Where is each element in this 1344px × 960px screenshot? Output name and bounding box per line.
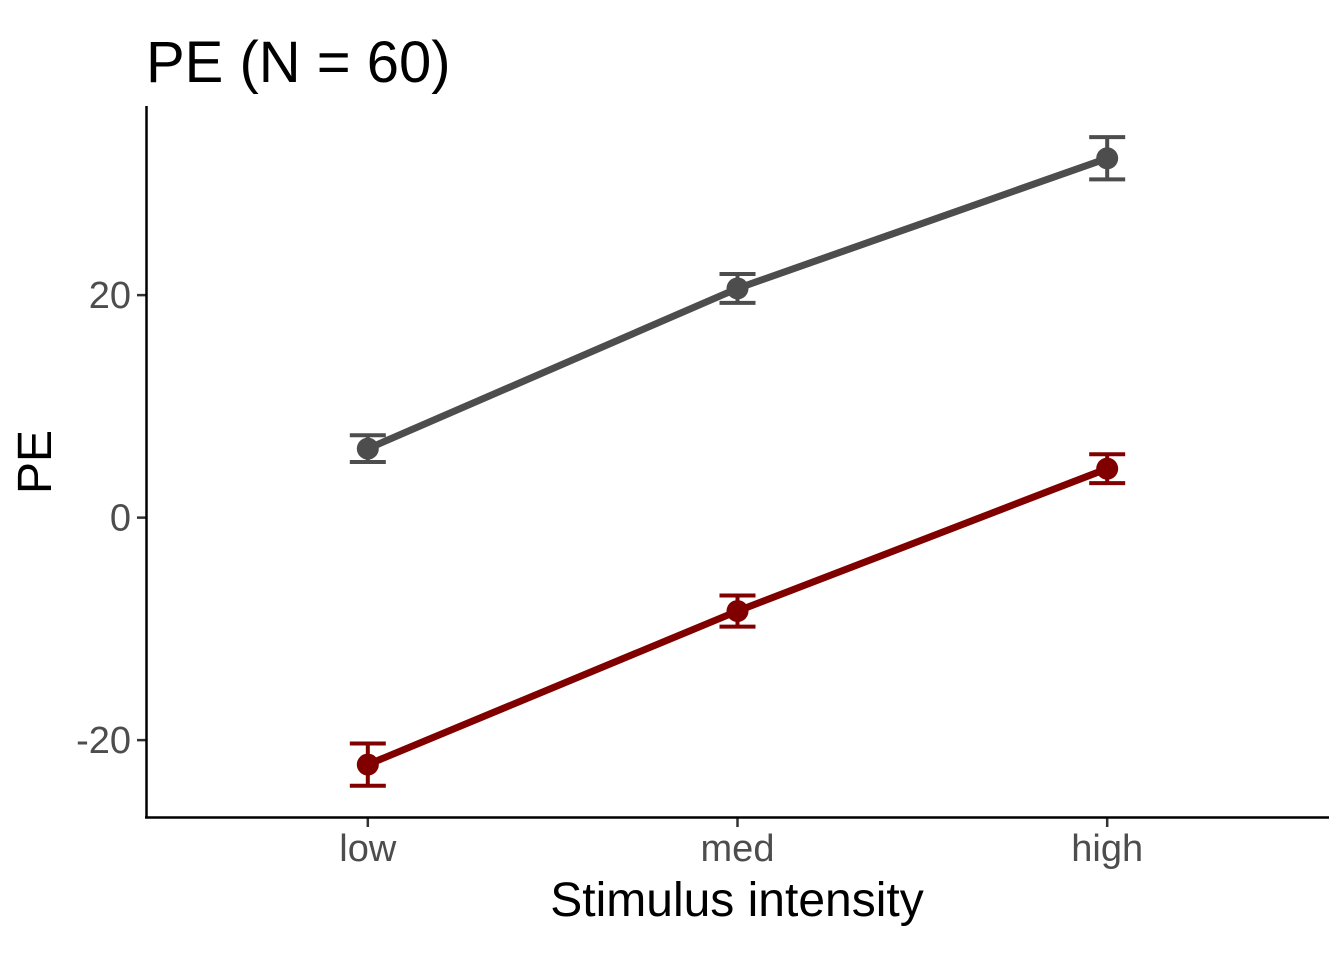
data-point	[1096, 457, 1119, 480]
y-axis-title: PE	[9, 430, 62, 494]
chart-title: PE (N = 60)	[146, 30, 451, 95]
x-tick-label: med	[701, 828, 775, 870]
x-tick-label: high	[1071, 828, 1143, 870]
x-axis-ticks: low med high	[339, 818, 1143, 870]
data-point	[356, 753, 379, 776]
x-axis-title: Stimulus intensity	[550, 874, 923, 927]
data-point	[1096, 147, 1119, 170]
data-point	[356, 437, 379, 460]
plot-series	[349, 135, 1126, 788]
data-point	[726, 600, 749, 623]
y-tick-label: 0	[110, 498, 131, 540]
x-tick-label: low	[339, 828, 397, 870]
y-tick-label: -20	[76, 720, 131, 762]
y-axis-ticks: -20 0 20	[76, 275, 146, 762]
data-point	[726, 277, 749, 300]
y-tick-label: 20	[89, 275, 131, 317]
